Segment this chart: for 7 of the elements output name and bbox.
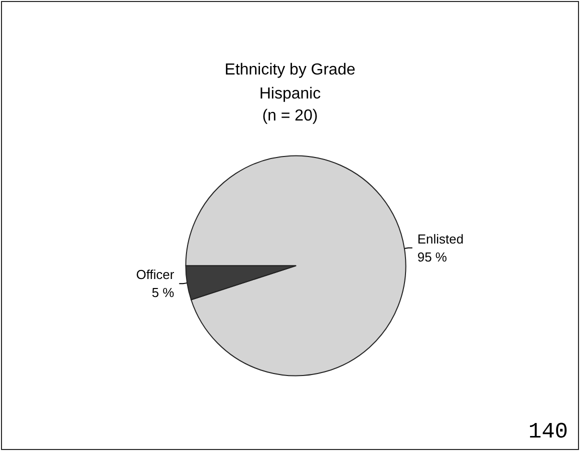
chart-subtitle: Hispanic (n = 20) [259,86,321,124]
chart-title: Ethnicity by Grade [224,62,356,78]
slice-label: Enlisted [417,231,464,246]
data-label: 95 % [417,249,448,264]
text: 140 [528,420,568,444]
data-label: 5 % [152,285,175,300]
slice-label: Officer [136,267,175,282]
